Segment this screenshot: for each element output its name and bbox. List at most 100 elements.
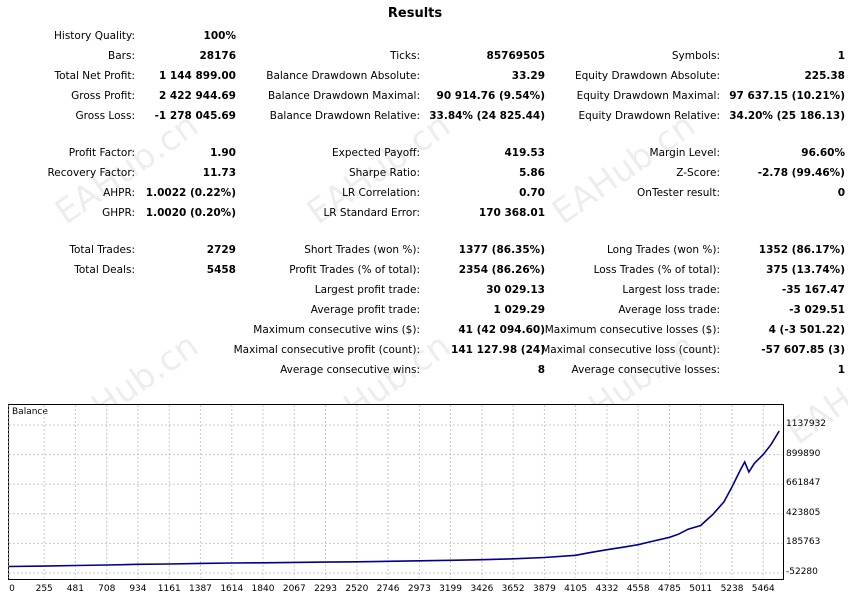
x-tick-label: 4332 [595,584,619,594]
total-trades-value: 2729 [206,244,236,256]
y-tick-label: 185763 [786,537,821,548]
x-tick-label: 5464 [751,584,775,594]
x-tick-label: 4558 [626,584,650,594]
chart-title: Balance [12,407,48,417]
equity-dd-abs-value: 225.38 [804,70,845,82]
lr-correlation-label: LR Correlation: [342,187,420,199]
total-net-profit-label: Total Net Profit: [54,70,135,82]
avg-consec-losses-label: Average consecutive losses: [571,364,720,376]
gross-profit-value: 2 422 944.69 [158,90,236,102]
ontester-result-value: 0 [837,187,845,199]
x-tick-label: 1840 [251,584,275,594]
x-tick-label: 481 [66,584,84,594]
lr-std-error-value: 170 368.01 [478,207,545,219]
history-quality-label: History Quality: [54,30,135,42]
ticks-value: 85769505 [486,50,545,62]
lr-std-error-label: LR Standard Error: [323,207,420,219]
loss-trades-label: Loss Trades (% of total): [593,264,720,276]
equity-dd-rel-value: 34.20% (25 186.13) [729,110,845,122]
recovery-factor-label: Recovery Factor: [47,167,135,179]
x-tick-label: 1161 [157,584,181,594]
balance-dd-max-value: 90 914.76 (9.54%) [436,90,545,102]
equity-dd-max-value: 97 637.15 (10.21%) [729,90,845,102]
long-trades-value: 1352 (86.17%) [758,244,845,256]
max-consec-losses-label: Maximum consecutive losses ($): [544,324,720,336]
lr-correlation-value: 0.70 [519,187,545,199]
maximal-consec-loss-value: -57 607.85 (3) [761,344,845,356]
balance-dd-rel-label: Balance Drawdown Relative: [269,110,420,122]
ghpr-value: 1.0020 (0.20%) [145,207,236,219]
loss-trades-value: 375 (13.74%) [766,264,845,276]
avg-loss-label: Average loss trade: [618,304,720,316]
margin-level-label: Margin Level: [649,147,720,159]
x-tick-label: 1387 [189,584,212,594]
total-net-profit-value: 1 144 899.00 [158,70,236,82]
ontester-result-label: OnTester result: [637,187,720,199]
ticks-label: Ticks: [390,50,420,62]
bars-label: Bars: [108,50,135,62]
y-tick-label: 1137932 [786,419,827,429]
profit-trades-label: Profit Trades (% of total): [289,264,420,276]
y-tick-label: 899890 [786,448,821,459]
x-tick-label: 3879 [532,584,556,594]
x-tick-label: 0 [9,584,15,594]
ahpr-value: 1.0022 (0.22%) [145,187,236,199]
z-score-value: -2.78 (99.46%) [757,167,845,179]
profit-factor-label: Profit Factor: [68,147,135,159]
total-deals-value: 5458 [206,264,236,276]
avg-profit-value: 1 029.29 [493,304,545,316]
sharpe-ratio-label: Sharpe Ratio: [348,167,420,179]
x-tick-label: 2067 [282,584,306,594]
x-tick-label: 5011 [689,584,713,594]
balance-chart [8,404,784,580]
y-tick-label: 423805 [786,507,821,518]
bars-value: 28176 [199,50,236,62]
x-tick-label: 934 [129,584,147,594]
largest-loss-label: Largest loss trade: [622,284,720,296]
largest-loss-value: -35 167.47 [781,284,845,296]
balance-dd-rel-value: 33.84% (24 825.44) [429,110,545,122]
x-tick-label: 4785 [658,584,681,594]
balance-line [8,430,780,568]
symbols-value: 1 [837,50,845,62]
ahpr-label: AHPR: [103,187,135,199]
profit-factor-value: 1.90 [210,147,236,159]
x-tick-label: 2520 [345,584,369,594]
gross-profit-label: Gross Profit: [71,90,135,102]
x-tick-label: 708 [98,584,116,594]
x-tick-label: 5238 [720,584,744,594]
x-tick-label: 255 [35,584,53,594]
short-trades-value: 1377 (86.35%) [458,244,545,256]
y-tick-label: 661847 [786,478,821,489]
x-tick-label: 3652 [501,584,525,594]
total-deals-label: Total Deals: [74,264,135,276]
maximal-consec-loss-label: Maximal consecutive loss (count): [541,344,720,356]
ghpr-label: GHPR: [102,207,135,219]
symbols-label: Symbols: [671,50,720,62]
avg-profit-label: Average profit trade: [310,304,420,316]
y-tick-label: -52280 [786,567,818,577]
results-title: Results [387,6,443,21]
avg-loss-value: -3 029.51 [789,304,845,316]
profit-trades-value: 2354 (86.26%) [458,264,545,276]
max-consec-wins-label: Maximum consecutive wins ($): [253,324,420,336]
expected-payoff-value: 419.53 [504,147,545,159]
avg-consec-losses-value: 1 [837,364,845,376]
equity-dd-rel-label: Equity Drawdown Relative: [578,110,720,122]
gross-loss-label: Gross Loss: [75,110,136,122]
equity-dd-abs-label: Equity Drawdown Absolute: [574,70,720,82]
x-tick-label: 1614 [220,584,244,594]
x-tick-label: 4105 [564,584,588,594]
maximal-consec-profit-label: Maximal consecutive profit (count): [233,344,420,356]
x-tick-label: 2746 [376,584,400,594]
recovery-factor-value: 11.73 [202,167,236,179]
gross-loss-value: -1 278 045.69 [154,110,236,122]
balance-dd-abs-value: 33.29 [511,70,545,82]
short-trades-label: Short Trades (won %): [304,244,420,256]
x-tick-label: 2973 [407,584,431,594]
max-consec-wins-value: 41 (42 094.60) [458,324,545,336]
x-tick-label: 3426 [470,584,494,594]
history-quality-value: 100% [203,30,236,42]
max-consec-losses-value: 4 (-3 501.22) [768,324,845,336]
